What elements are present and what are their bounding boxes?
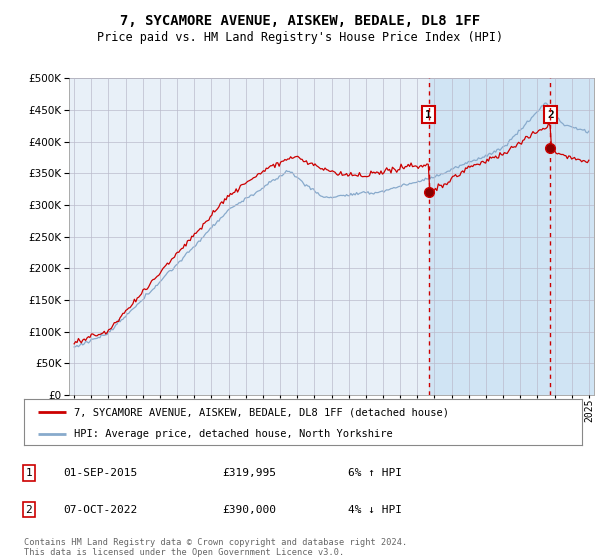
Text: £319,995: £319,995 [222, 468, 276, 478]
Bar [429, 78, 598, 395]
Text: 6% ↑ HPI: 6% ↑ HPI [348, 468, 402, 478]
Text: 7, SYCAMORE AVENUE, AISKEW, BEDALE, DL8 1FF (detached house): 7, SYCAMORE AVENUE, AISKEW, BEDALE, DL8 … [74, 407, 449, 417]
Text: 1: 1 [425, 110, 432, 120]
Text: Price paid vs. HM Land Registry's House Price Index (HPI): Price paid vs. HM Land Registry's House … [97, 31, 503, 44]
Text: 2: 2 [25, 505, 32, 515]
Text: 7, SYCAMORE AVENUE, AISKEW, BEDALE, DL8 1FF: 7, SYCAMORE AVENUE, AISKEW, BEDALE, DL8 … [120, 14, 480, 28]
Text: 01-SEP-2015: 01-SEP-2015 [63, 468, 137, 478]
Text: HPI: Average price, detached house, North Yorkshire: HPI: Average price, detached house, Nort… [74, 429, 393, 438]
Bar [65, 78, 429, 395]
Text: 1: 1 [25, 468, 32, 478]
Text: £390,000: £390,000 [222, 505, 276, 515]
Text: 4% ↓ HPI: 4% ↓ HPI [348, 505, 402, 515]
Text: 2: 2 [547, 110, 554, 120]
Text: 07-OCT-2022: 07-OCT-2022 [63, 505, 137, 515]
Text: Contains HM Land Registry data © Crown copyright and database right 2024.
This d: Contains HM Land Registry data © Crown c… [24, 538, 407, 557]
